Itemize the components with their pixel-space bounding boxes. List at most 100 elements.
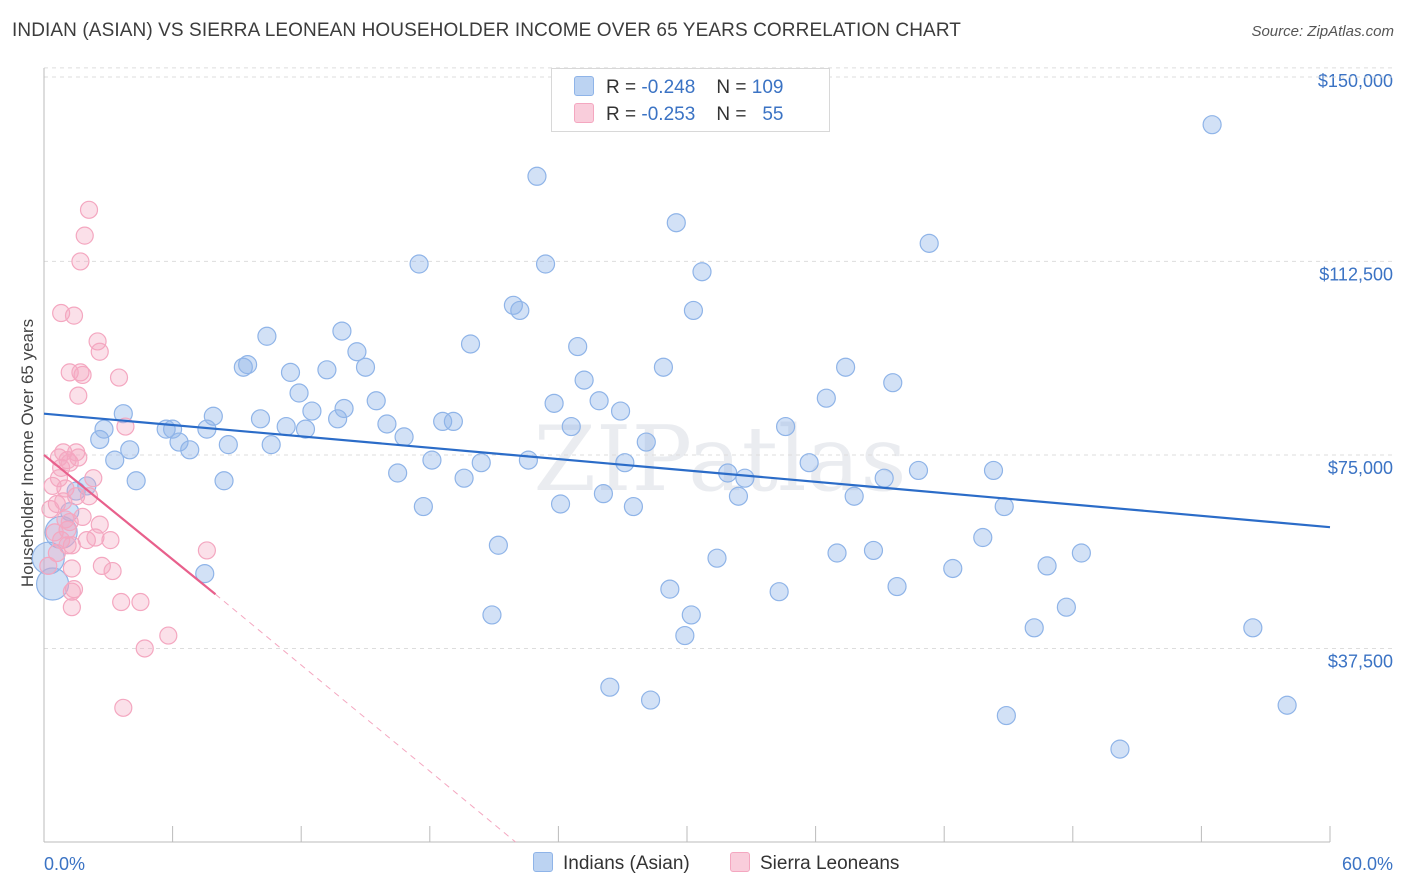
bottom-legend-sierra: Sierra Leoneans <box>730 852 899 875</box>
point-indians-20 <box>218 435 238 455</box>
point-indians-97 <box>996 705 1016 726</box>
point-indians-67 <box>636 432 656 452</box>
point-indians-35 <box>347 342 367 362</box>
point-indians-63 <box>600 677 620 697</box>
point-indians-8 <box>105 450 125 470</box>
y-tick-label-37500: $37,500 <box>1328 651 1393 671</box>
point-indians-100 <box>1056 597 1076 617</box>
point-indians-91 <box>908 460 929 481</box>
point-indians-55 <box>535 254 556 274</box>
point-indians-84 <box>827 543 847 563</box>
point-indians-61 <box>589 391 609 411</box>
point-indians-36 <box>355 357 376 377</box>
watermark: ZIPatlas <box>533 407 906 512</box>
point-indians-15 <box>180 440 200 460</box>
point-indians-45 <box>443 411 463 432</box>
point-sierra-20 <box>62 598 81 617</box>
point-indians-29 <box>295 419 316 439</box>
point-indians-42 <box>413 496 433 517</box>
legend-swatch-indians <box>574 76 594 96</box>
point-indians-102 <box>1110 739 1130 759</box>
point-sierra-47 <box>135 639 154 658</box>
point-indians-50 <box>488 535 508 555</box>
point-indians-86 <box>844 486 864 506</box>
point-sierra-41 <box>103 561 122 581</box>
point-sierra-28 <box>73 365 92 385</box>
point-indians-22 <box>238 355 258 375</box>
point-indians-78 <box>728 486 749 506</box>
point-sierra-46 <box>131 592 150 612</box>
point-indians-98 <box>1024 618 1044 638</box>
legend-swatch-sierra <box>574 103 594 123</box>
point-indians-44 <box>433 411 453 432</box>
point-indians-40 <box>394 427 414 447</box>
point-sierra-21 <box>64 306 84 325</box>
point-sierra-0 <box>39 556 58 576</box>
point-indians-24 <box>257 326 277 346</box>
bottom-swatch-sierra <box>730 852 750 872</box>
point-sierra-27 <box>71 363 90 382</box>
point-indians-48 <box>471 453 491 473</box>
point-indians-56 <box>544 393 564 413</box>
point-indians-39 <box>388 463 408 483</box>
point-indians-59 <box>568 336 588 357</box>
point-sierra-51 <box>58 536 77 555</box>
point-indians-105 <box>1277 695 1297 715</box>
point-sierra-26 <box>71 252 90 271</box>
point-indians-16 <box>195 564 215 584</box>
point-indians-95 <box>983 460 1004 481</box>
correlation-legend: R = -0.248 N = 109 R = -0.253 N = 55 <box>551 68 830 132</box>
legend-row-indians: R = -0.248 N = 109 <box>574 76 783 100</box>
point-indians-6 <box>90 429 110 450</box>
point-indians-26 <box>276 416 296 437</box>
point-indians-65 <box>615 453 635 473</box>
point-sierra-40 <box>101 531 120 550</box>
point-sierra-52 <box>54 492 73 511</box>
point-sierra-32 <box>79 200 99 219</box>
point-indians-10 <box>120 440 140 460</box>
point-indians-54 <box>527 166 547 186</box>
point-sierra-49 <box>197 541 216 560</box>
point-sierra-34 <box>84 469 103 488</box>
legend-n-indians: 109 <box>751 77 784 98</box>
point-indians-70 <box>660 579 680 599</box>
point-indians-89 <box>883 373 903 393</box>
y-tick-label-150000: $150,000 <box>1318 71 1393 91</box>
point-indians-81 <box>775 416 796 437</box>
point-indians-83 <box>816 388 836 408</box>
point-sierra-37 <box>90 342 109 361</box>
point-indians-88 <box>874 468 894 488</box>
point-indians-34 <box>334 398 354 419</box>
point-indians-58 <box>561 416 581 437</box>
point-indians-43 <box>422 450 442 470</box>
point-indians-96 <box>994 496 1014 517</box>
point-indians-79 <box>735 468 755 488</box>
point-indians-23 <box>250 409 271 429</box>
trendline-sierra <box>43 454 217 596</box>
point-indians-31 <box>317 360 337 380</box>
point-indians-7 <box>94 419 114 439</box>
point-indians-73 <box>681 605 701 625</box>
y-tick-label-112500: $112,500 <box>1319 264 1393 284</box>
point-indians-68 <box>640 690 661 710</box>
point-sierra-54 <box>64 580 84 599</box>
legend-row-sierra: R = -0.253 N = 55 <box>574 103 783 127</box>
point-sierra-42 <box>109 368 129 387</box>
point-indians-64 <box>610 401 631 421</box>
point-indians-57 <box>550 494 571 514</box>
point-indians-49 <box>482 605 502 625</box>
point-indians-80 <box>769 582 789 602</box>
point-sierra-48 <box>159 626 178 645</box>
point-indians-104 <box>1243 618 1263 638</box>
point-indians-82 <box>799 453 819 473</box>
point-indians-69 <box>653 357 674 377</box>
legend-r-sierra: -0.253 <box>641 104 696 125</box>
point-indians-11 <box>126 471 146 491</box>
point-sierra-53 <box>60 512 79 532</box>
bottom-legend-indians: Indians (Asian) <box>533 852 690 875</box>
point-indians-94 <box>973 527 993 548</box>
point-indians-92 <box>919 233 939 253</box>
bottom-swatch-indians <box>533 852 553 872</box>
point-indians-90 <box>887 576 907 597</box>
